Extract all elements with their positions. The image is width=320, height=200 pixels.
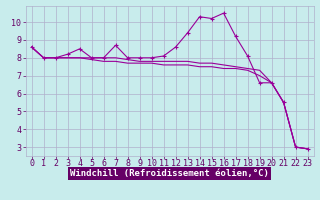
X-axis label: Windchill (Refroidissement éolien,°C): Windchill (Refroidissement éolien,°C) xyxy=(70,169,269,178)
